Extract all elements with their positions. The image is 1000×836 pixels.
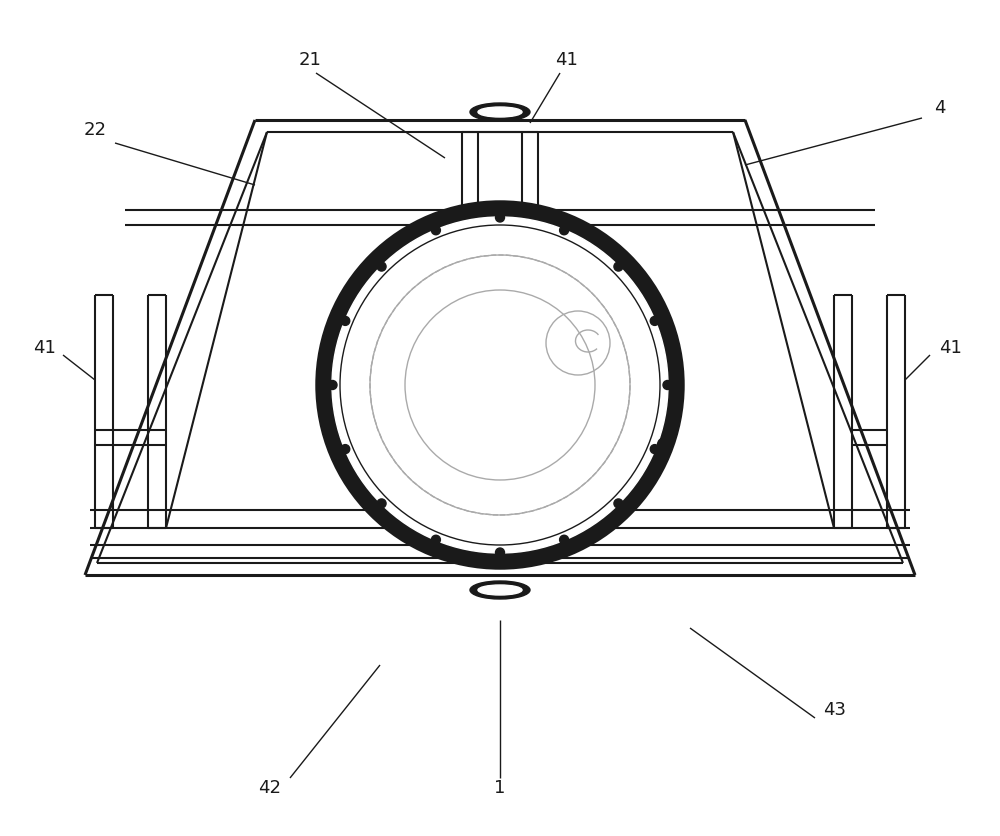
Text: 41: 41 xyxy=(939,339,961,357)
Text: 42: 42 xyxy=(258,779,282,797)
Circle shape xyxy=(496,213,505,222)
Circle shape xyxy=(663,380,672,390)
Text: 41: 41 xyxy=(34,339,56,357)
Ellipse shape xyxy=(478,585,522,595)
Circle shape xyxy=(431,226,440,235)
Circle shape xyxy=(614,499,623,508)
Text: 4: 4 xyxy=(934,99,946,117)
Ellipse shape xyxy=(470,103,530,121)
Circle shape xyxy=(650,316,659,325)
Text: 21: 21 xyxy=(299,51,321,69)
Ellipse shape xyxy=(478,107,522,117)
Circle shape xyxy=(332,217,668,553)
Text: 43: 43 xyxy=(824,701,846,719)
Text: 1: 1 xyxy=(494,779,506,797)
Text: 41: 41 xyxy=(556,51,578,69)
Text: 22: 22 xyxy=(84,121,106,139)
Circle shape xyxy=(650,445,659,454)
Circle shape xyxy=(377,262,386,271)
Circle shape xyxy=(657,438,671,451)
Circle shape xyxy=(560,535,569,544)
Circle shape xyxy=(341,445,350,454)
Circle shape xyxy=(377,499,386,508)
Ellipse shape xyxy=(470,581,530,599)
Circle shape xyxy=(560,226,569,235)
Circle shape xyxy=(614,262,623,271)
Circle shape xyxy=(341,316,350,325)
Circle shape xyxy=(496,548,505,557)
Circle shape xyxy=(328,380,337,390)
Circle shape xyxy=(431,535,440,544)
